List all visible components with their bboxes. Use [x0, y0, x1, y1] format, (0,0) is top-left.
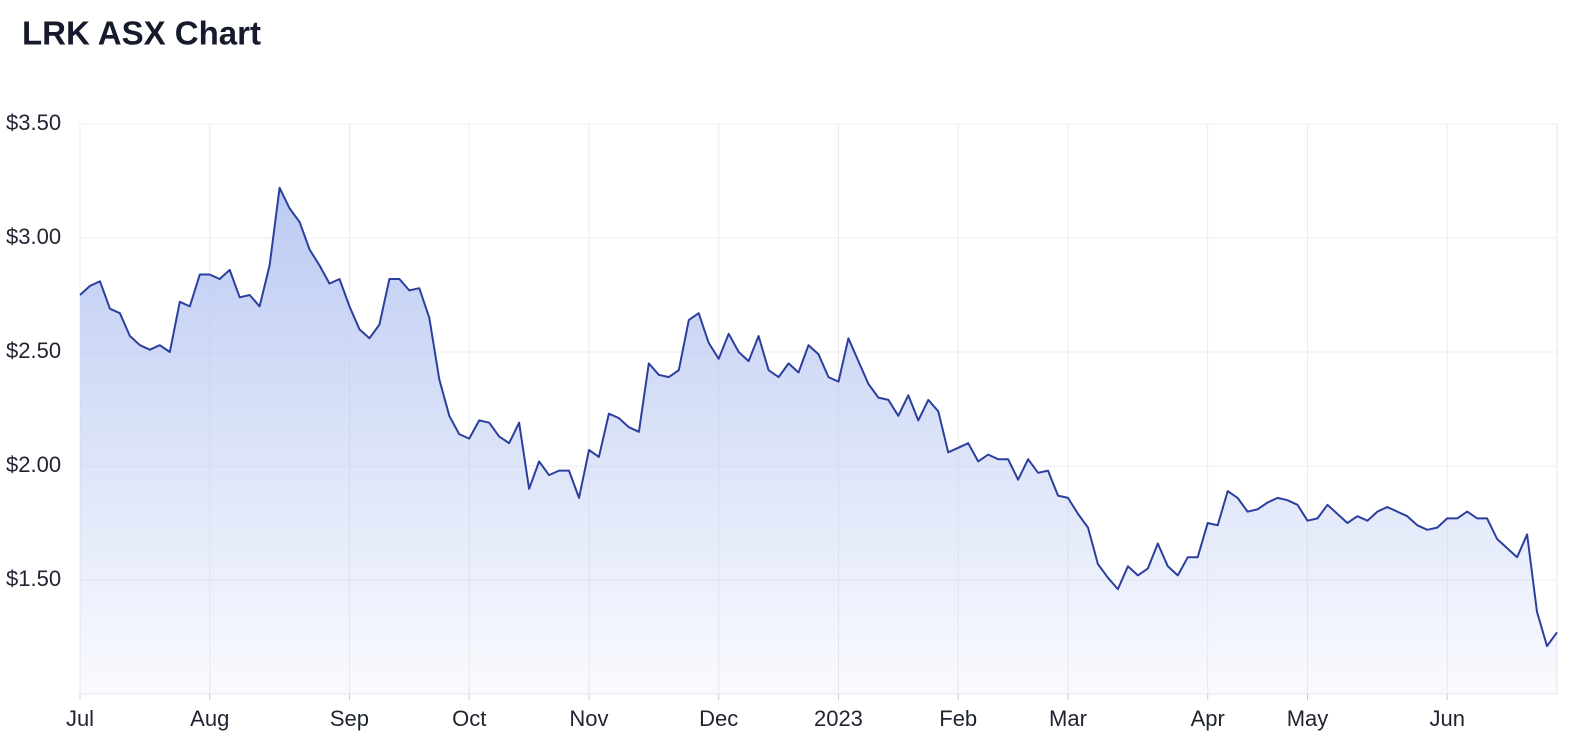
y-tick-label: $2.00: [6, 452, 61, 477]
x-tick-label: 2023: [814, 706, 863, 731]
x-tick-label: Aug: [190, 706, 229, 731]
x-tick-label: Oct: [452, 706, 486, 731]
x-tick-label: Feb: [939, 706, 977, 731]
x-tick-label: Sep: [330, 706, 369, 731]
x-tick-label: Mar: [1049, 706, 1087, 731]
chart-title: LRK ASX Chart: [22, 15, 261, 52]
x-tick-label: Dec: [699, 706, 738, 731]
y-tick-label: $2.50: [6, 338, 61, 363]
price-line: [79, 186, 1558, 648]
x-tick-label: Nov: [569, 706, 608, 731]
x-tick-label: Apr: [1191, 706, 1225, 731]
y-tick-label: $1.50: [6, 566, 61, 591]
area-fill: [80, 187, 1557, 695]
y-tick-label: $3.50: [6, 110, 61, 135]
x-tick-label: May: [1287, 706, 1329, 731]
x-tick-label: Jul: [66, 706, 94, 731]
x-tick-label: Jun: [1429, 706, 1464, 731]
y-tick-label: $3.00: [6, 224, 61, 249]
